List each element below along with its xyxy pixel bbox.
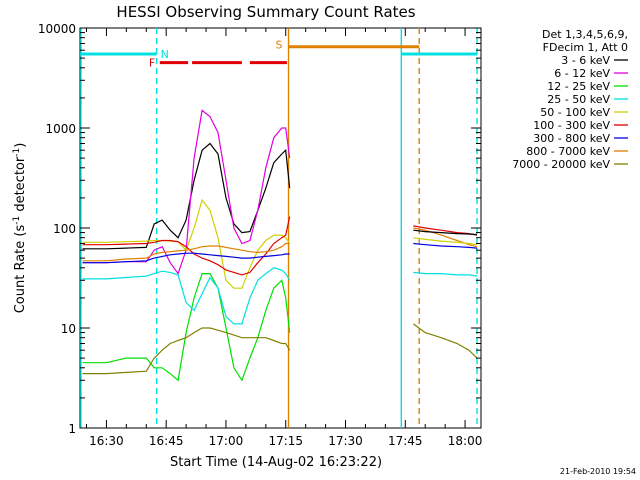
late-series-line bbox=[413, 237, 478, 246]
legend-entry: 12 - 25 keV bbox=[547, 80, 610, 93]
timestamp-footer: 21-Feb-2010 19:54 bbox=[560, 467, 636, 476]
axes: 16:30 16:45 17:00 17:15 17:30 17:45 18:00 1 10 10… bbox=[38, 22, 483, 448]
legend-header: Det 1,3,4,5,6,9, bbox=[542, 28, 628, 41]
legend-entry: 6 - 12 keV bbox=[554, 67, 610, 80]
series-line bbox=[82, 216, 291, 276]
legend-entry: 100 - 300 keV bbox=[533, 119, 610, 132]
series-line bbox=[82, 267, 291, 325]
saa-flag-label: S bbox=[276, 39, 283, 52]
y-axis-label: Count Rate (s-1 detector-1) bbox=[12, 143, 28, 314]
late-series-line bbox=[413, 227, 478, 248]
legend-entry: 800 - 7000 keV bbox=[526, 145, 610, 158]
night-flag-label: N bbox=[161, 48, 169, 61]
plot-border bbox=[79, 27, 482, 429]
series-line bbox=[82, 273, 291, 382]
late-series-line bbox=[413, 242, 478, 249]
x-tick-label: 18:00 bbox=[448, 434, 483, 448]
flag-markers: NF S bbox=[80, 28, 478, 428]
x-axis-label: Start Time (14-Aug-02 16:23:22) bbox=[170, 455, 382, 470]
x-tick-label: 17:15 bbox=[268, 434, 303, 448]
legend-entry: 7000 - 20000 keV bbox=[512, 158, 610, 171]
legend: Det 1,3,4,5,6,9,FDecim 1, Att 03 - 6 keV… bbox=[512, 28, 628, 171]
legend-entry: 25 - 50 keV bbox=[547, 93, 610, 106]
plot-frame bbox=[79, 27, 482, 429]
series-line bbox=[82, 252, 290, 264]
chart-title: HESSI Observing Summary Count Rates bbox=[116, 3, 415, 21]
x-tick-label: 17:30 bbox=[328, 434, 363, 448]
late-series-line bbox=[412, 323, 478, 359]
series-line bbox=[82, 198, 291, 289]
series-line bbox=[82, 142, 291, 250]
late-series-line bbox=[413, 271, 478, 277]
series-line bbox=[82, 242, 290, 262]
flare-flag-label: F bbox=[149, 57, 155, 70]
y-tick-label: 10000 bbox=[38, 22, 76, 36]
x-tick-label: 16:30 bbox=[89, 434, 124, 448]
series-line bbox=[82, 327, 291, 375]
late-series-line bbox=[413, 229, 478, 236]
y-tick-label: 1 bbox=[68, 422, 76, 436]
series-layer bbox=[82, 109, 478, 382]
legend-entry: 3 - 6 keV bbox=[561, 54, 610, 67]
legend-entry: 50 - 100 keV bbox=[540, 106, 610, 119]
legend-header: FDecim 1, Att 0 bbox=[543, 41, 628, 54]
y-tick-label: 10 bbox=[61, 322, 76, 336]
legend-entry: 300 - 800 keV bbox=[533, 132, 610, 145]
y-tick-label: 100 bbox=[53, 222, 76, 236]
x-tick-label: 17:45 bbox=[388, 434, 423, 448]
series-line bbox=[82, 109, 291, 275]
x-tick-label: 17:00 bbox=[209, 434, 244, 448]
y-tick-label: 1000 bbox=[45, 122, 76, 136]
x-tick-label: 16:45 bbox=[149, 434, 184, 448]
